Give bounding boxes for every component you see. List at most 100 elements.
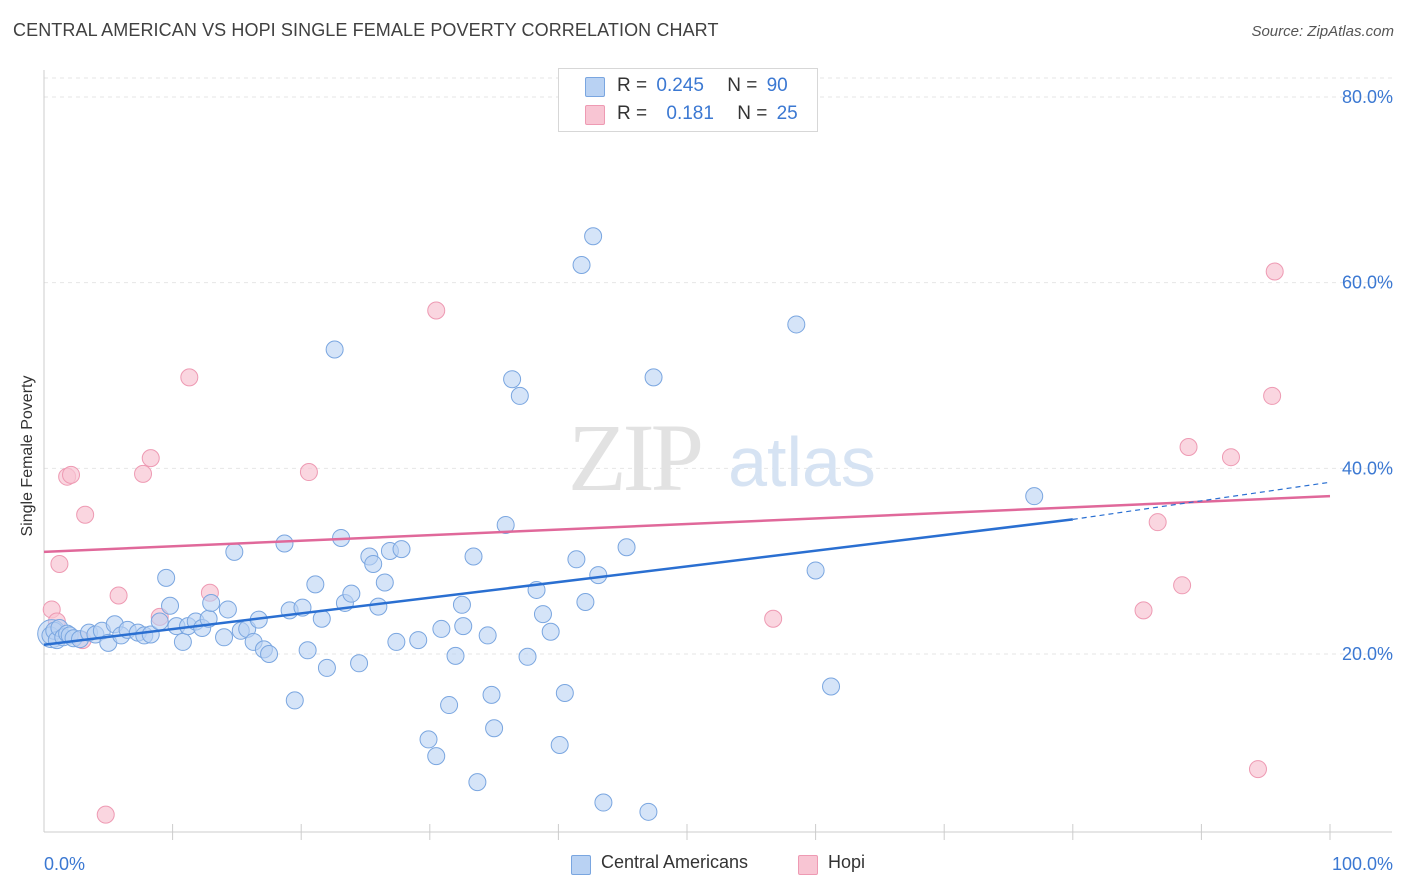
central-american-point xyxy=(572,256,591,275)
central-american-point xyxy=(594,793,613,812)
stats-legend: R = 0.245 N = 90 R = 0.181 N = 25 xyxy=(558,68,818,132)
central-american-point xyxy=(419,730,438,749)
central-american-point xyxy=(298,641,317,660)
central-american-point xyxy=(218,600,237,619)
central-american-points xyxy=(37,227,1044,821)
hopi-point xyxy=(134,464,153,483)
hopi-point xyxy=(1221,448,1240,467)
central-american-point xyxy=(482,685,501,704)
central-american-point xyxy=(260,645,279,663)
central-american-point xyxy=(584,227,603,246)
central-american-point xyxy=(510,386,529,405)
central-american-point xyxy=(1025,487,1044,506)
y-tick-label: 60.0% xyxy=(1342,273,1393,293)
central-american-point xyxy=(275,534,294,553)
central-american-point xyxy=(150,612,169,631)
legend-n-value: 25 xyxy=(776,103,798,124)
bottom-legend-swatch-pink xyxy=(798,855,818,875)
x-tick-label-max: 100.0% xyxy=(1332,854,1393,874)
legend-n-label: N = xyxy=(727,75,758,96)
central-american-point xyxy=(468,773,487,792)
bottom-legend-label: Hopi xyxy=(828,852,866,872)
central-american-point xyxy=(576,593,595,612)
central-american-point xyxy=(432,619,451,638)
source-credit: Source: ZipAtlas.com xyxy=(1251,23,1394,40)
central-american-point xyxy=(215,628,234,647)
central-american-point xyxy=(617,538,636,557)
central-american-point xyxy=(306,575,325,594)
hopi-point xyxy=(427,301,446,320)
central-american-point xyxy=(478,626,497,645)
bottom-legend-label: Central Americans xyxy=(601,852,749,872)
grid-lines xyxy=(44,77,1392,655)
central-american-point xyxy=(173,632,192,651)
trend-lines xyxy=(43,481,1331,646)
central-american-point xyxy=(464,547,483,566)
legend-r-value: 0.181 xyxy=(666,103,714,124)
hopi-points xyxy=(42,262,1284,824)
tick-labels: 20.0% 40.0% 60.0% 80.0% 0.0% 100.0% xyxy=(44,87,1393,874)
hopi-point xyxy=(96,805,115,824)
hopi-point xyxy=(299,463,318,482)
watermark-atlas: atlas xyxy=(728,423,876,501)
central-american-point xyxy=(518,647,537,666)
central-american-point xyxy=(541,622,560,641)
hopi-point xyxy=(76,505,95,524)
central-american-point xyxy=(555,683,574,702)
central-american-point xyxy=(550,735,569,754)
central-american-point xyxy=(454,617,473,636)
central-american-point xyxy=(427,747,446,766)
legend-swatch-blue xyxy=(585,77,605,97)
central-american-point xyxy=(644,368,663,387)
legend-n-label: N = xyxy=(737,103,768,124)
central-american-point xyxy=(202,593,221,612)
central-american-point xyxy=(822,677,841,696)
central-american-point xyxy=(452,595,471,614)
y-tick-label: 20.0% xyxy=(1342,644,1393,664)
central-american-point xyxy=(157,568,176,587)
central-american-trend-extension xyxy=(1072,481,1331,520)
y-tick-label: 80.0% xyxy=(1342,87,1393,107)
central-american-point xyxy=(342,584,361,603)
x-tick-label-min: 0.0% xyxy=(44,854,85,874)
legend-row-central-americans: R = 0.245 N = 90 xyxy=(617,75,788,97)
hopi-point xyxy=(1179,437,1198,456)
legend-r-value: 0.245 xyxy=(656,75,704,96)
legend-n-value: 90 xyxy=(766,75,788,96)
central-american-point xyxy=(161,596,180,615)
central-american-point xyxy=(325,340,344,359)
central-american-point xyxy=(317,658,336,677)
hopi-point xyxy=(1173,576,1192,595)
hopi-point xyxy=(1134,601,1153,620)
legend-r-label: R = xyxy=(617,103,648,124)
central-american-point xyxy=(485,719,504,738)
hopi-point xyxy=(180,368,199,387)
hopi-trend-line xyxy=(43,494,1331,554)
central-american-point xyxy=(387,632,406,651)
watermark: ZIP atlas xyxy=(568,404,876,511)
y-tick-label: 40.0% xyxy=(1342,458,1393,478)
central-american-point xyxy=(364,554,383,573)
central-american-point xyxy=(369,597,388,616)
hopi-point xyxy=(50,554,69,573)
central-american-point xyxy=(639,802,658,821)
hopi-point xyxy=(1263,386,1282,405)
bottom-legend-hopi: Hopi xyxy=(798,852,866,875)
bottom-legend-swatch-blue xyxy=(571,855,591,875)
legend-swatch-pink xyxy=(585,105,605,125)
legend-r-label: R = xyxy=(617,75,648,96)
central-american-point xyxy=(567,550,586,569)
central-american-point xyxy=(503,370,522,389)
hopi-point xyxy=(764,609,783,628)
hopi-point xyxy=(141,449,160,468)
central-american-point xyxy=(533,605,552,624)
hopi-point xyxy=(62,465,81,484)
central-american-point xyxy=(285,691,304,710)
bottom-legend-central-americans: Central Americans xyxy=(571,852,749,875)
central-american-point xyxy=(496,515,515,534)
axes xyxy=(43,70,1392,840)
hopi-point xyxy=(1265,262,1284,281)
hopi-point xyxy=(1248,760,1267,779)
central-american-point xyxy=(787,315,806,334)
central-american-point xyxy=(589,566,608,585)
